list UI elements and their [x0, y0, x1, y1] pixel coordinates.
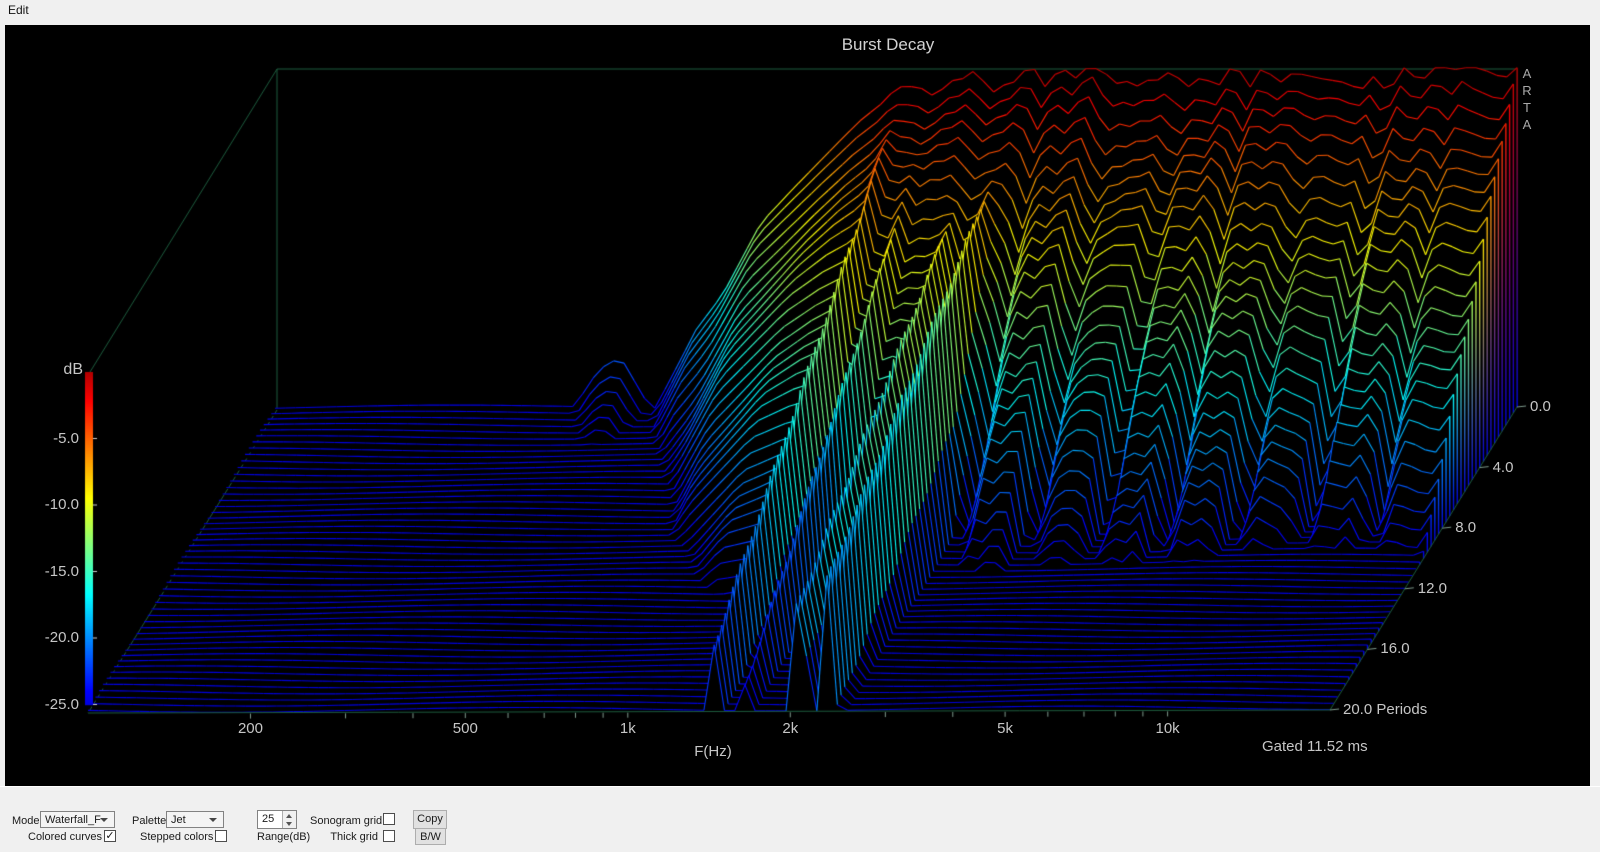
freq-tick-label: 500	[452, 720, 478, 737]
thick-grid-checkbox[interactable]	[383, 830, 395, 842]
mode-label: Mode	[12, 815, 40, 827]
bw-button[interactable]: B/W	[415, 828, 446, 845]
period-tick-label: 16.0	[1380, 640, 1410, 658]
sonogram-grid-label: Sonogram grid	[310, 815, 383, 827]
range-spinner-value: 25	[262, 813, 275, 825]
freq-tick-label: 2k	[782, 720, 799, 737]
menu-edit[interactable]: Edit	[8, 3, 29, 17]
freq-axis-label: F(Hz)	[694, 743, 732, 760]
freq-tick-label: 1k	[619, 720, 636, 737]
range-spinner[interactable]: 25	[257, 810, 297, 829]
db-tick-label: -5.0	[53, 429, 79, 447]
stepped-colors-label: Stepped colors	[140, 831, 214, 843]
stepped-colors-checkbox[interactable]	[215, 830, 227, 842]
period-tick-label: 8.0	[1455, 519, 1477, 537]
chart-title: Burst Decay	[841, 35, 935, 54]
arta-watermark: A R T A	[1522, 66, 1532, 132]
mode-dropdown[interactable]: Waterfall_F	[40, 811, 115, 828]
sonogram-grid-checkbox[interactable]	[383, 813, 395, 825]
spinner-down-icon[interactable]	[282, 819, 296, 828]
freq-tick-label: 200	[237, 720, 263, 737]
freq-tick-label: 10k	[1155, 720, 1180, 737]
waterfall-canvas	[5, 25, 1590, 786]
db-axis-label: dB	[63, 361, 83, 378]
gated-annotation: Gated 11.52 ms	[1262, 738, 1368, 755]
copy-button[interactable]: Copy	[413, 810, 447, 829]
period-tick-label: 4.0	[1492, 458, 1514, 476]
db-tick-label: -20.0	[44, 629, 79, 646]
control-panel: Mode Waterfall_F Palette Jet 25 Sonogram…	[0, 786, 1600, 852]
period-tick-label: 20.0 Periods	[1343, 701, 1428, 718]
range-db-label: Range(dB)	[257, 831, 311, 843]
db-tick-label: -25.0	[44, 695, 79, 713]
palette-label: Palette	[132, 815, 167, 827]
colored-curves-label: Colored curves	[28, 831, 102, 843]
freq-tick-label: 5k	[997, 720, 1014, 737]
menu-bar: Edit	[0, 0, 1600, 22]
period-tick-label: 12.0	[1417, 579, 1447, 597]
colored-curves-checkbox[interactable]: ✓	[104, 830, 116, 842]
db-tick-label: -10.0	[44, 496, 79, 513]
period-tick-label: 0.0	[1530, 398, 1551, 415]
waterfall-plot-area: Burst Decay A R T A dB F(Hz) Gated 11.52…	[5, 25, 1590, 786]
db-tick-label: -15.0	[44, 562, 79, 580]
palette-dropdown[interactable]: Jet	[166, 811, 224, 828]
thick-grid-label: Thick grid	[330, 831, 378, 843]
